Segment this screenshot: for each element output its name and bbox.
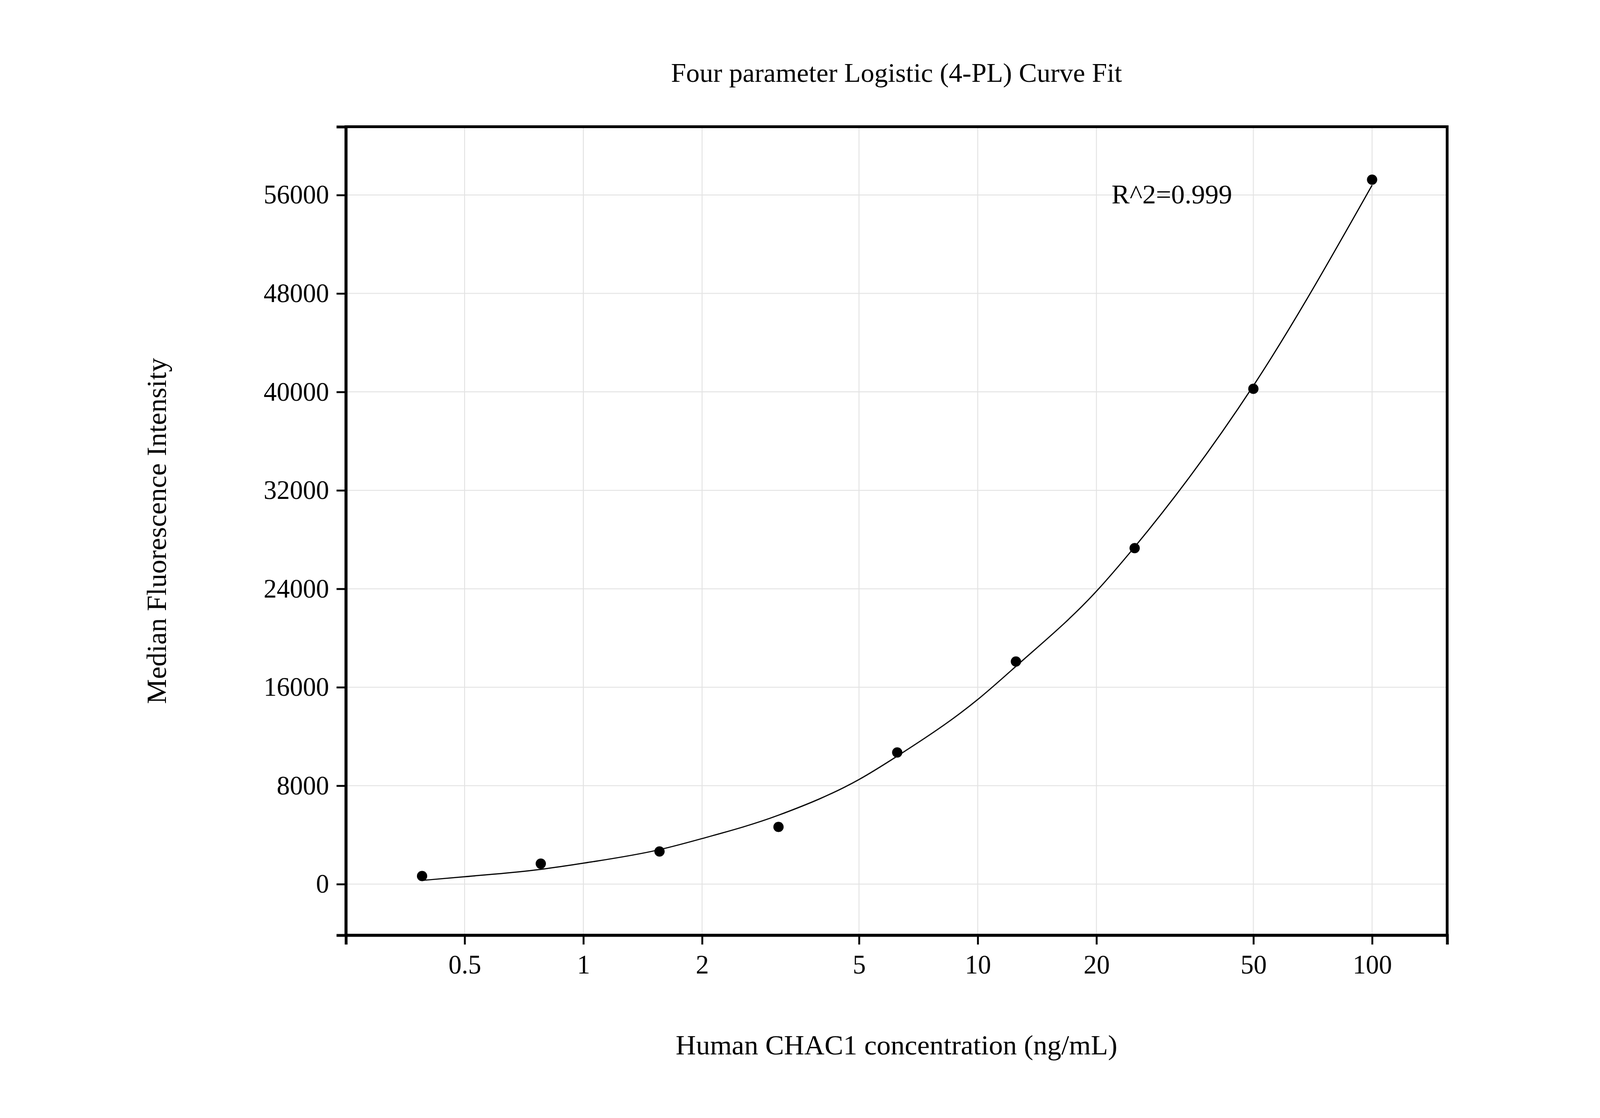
y-tick: 56000: [263, 179, 346, 209]
grid-line-x: [582, 126, 584, 935]
data-point: [1010, 656, 1021, 667]
y-tick-label: 0: [315, 868, 330, 898]
marks: [416, 174, 1378, 881]
grid-line-x: [1252, 126, 1254, 935]
grid-line-x: [858, 126, 860, 935]
x-tick-label: 5: [852, 949, 866, 979]
x-tick-label: 50: [1240, 949, 1267, 979]
y-tick: 24000: [263, 573, 346, 603]
chart: 0.5 1 2 5 10 20 50 100 0 8000 16000 24000 32000 40000…: [0, 0, 1600, 1118]
grid-line-x: [1096, 126, 1098, 935]
y-tick-label: 16000: [263, 672, 330, 702]
x-axis-line: [346, 935, 1448, 945]
grid-line-y: [345, 194, 1448, 196]
x-tick-label: 100: [1352, 949, 1392, 979]
y-axis: 0 8000 16000 24000 32000 40000 48000 56000: [263, 127, 347, 936]
x-tick: 1: [576, 934, 590, 979]
y-tick-label: 24000: [263, 573, 330, 603]
x-tick-label: 10: [964, 949, 991, 979]
y-tick: 32000: [263, 475, 346, 505]
grid-line-y: [345, 883, 1448, 885]
grid: [345, 126, 1448, 935]
x-axis: 0.5 1 2 5 10 20 50 100: [346, 934, 1448, 979]
x-tick: 20: [1083, 934, 1110, 979]
y-tick: 16000: [263, 672, 346, 702]
x-tick: 10: [964, 934, 991, 979]
grid-line-y: [345, 391, 1448, 393]
data-point: [654, 846, 665, 857]
y-tick: 48000: [263, 278, 346, 308]
x-tick: 100: [1352, 934, 1392, 979]
grid-line-x: [701, 126, 703, 935]
x-tick: 0.5: [448, 934, 481, 979]
annotation: R^2=0.999: [1111, 179, 1233, 210]
x-tick-label: 2: [695, 949, 709, 979]
y-tick: 40000: [263, 377, 346, 407]
data-point: [773, 821, 784, 832]
y-tick-label: 56000: [263, 179, 330, 209]
grid-line-y: [345, 784, 1448, 786]
grid-line-y: [345, 588, 1448, 589]
x-tick-label: 1: [576, 949, 590, 979]
y-tick-label: 8000: [276, 770, 330, 800]
x-tick-label: 20: [1083, 949, 1110, 979]
x-tick: 5: [852, 934, 866, 979]
grid-line-x: [464, 126, 466, 935]
fit-curve: [422, 185, 1372, 881]
grid-line-x: [977, 126, 979, 935]
x-tick: 50: [1240, 934, 1267, 979]
x-axis-title: Human CHAC1 concentration (ng/mL): [675, 1029, 1118, 1061]
y-tick: 0: [315, 868, 346, 898]
grid-line-x: [1371, 126, 1373, 935]
x-tick-label: 0.5: [448, 949, 481, 979]
grid-line-y: [345, 293, 1448, 295]
y-tick: 8000: [276, 770, 346, 800]
plot: 0.5 1 2 5 10 20 50 100 0 8000 16000 24000 32000 40000…: [263, 126, 1448, 979]
y-tick-label: 32000: [263, 475, 330, 505]
x-tick: 2: [695, 934, 709, 979]
y-axis-title: Median Fluorescence Intensity: [141, 358, 173, 704]
data-point: [1366, 174, 1378, 185]
grid-line-y: [345, 686, 1448, 688]
y-tick-label: 40000: [263, 377, 330, 407]
plot-frame: [345, 126, 1448, 935]
y-tick-label: 48000: [263, 278, 330, 308]
grid-line-y: [345, 489, 1448, 491]
data-point: [535, 858, 546, 869]
title: Four parameter Logistic (4-PL) Curve Fit: [671, 57, 1123, 88]
